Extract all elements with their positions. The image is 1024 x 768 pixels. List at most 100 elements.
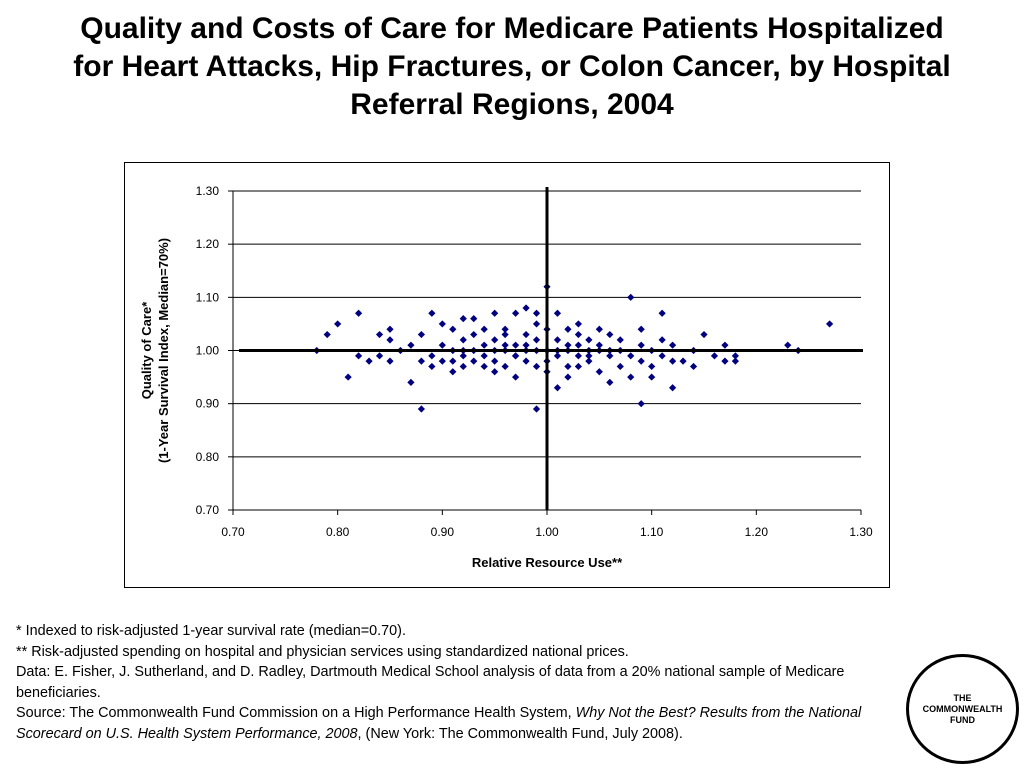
data-point bbox=[501, 330, 509, 339]
data-point bbox=[512, 309, 520, 317]
data-point bbox=[648, 373, 656, 381]
logo-line-3: FUND bbox=[950, 714, 975, 725]
data-point bbox=[553, 309, 562, 317]
source-suffix: , (New York: The Commonwealth Fund, July… bbox=[357, 725, 683, 742]
data-point bbox=[438, 357, 446, 365]
data-point bbox=[669, 357, 677, 365]
commonwealth-fund-logo: THE COMMONWEALTH FUND bbox=[906, 654, 1019, 764]
data-point bbox=[627, 352, 635, 360]
x-tick-label: 0.90 bbox=[431, 525, 455, 539]
data-point bbox=[522, 341, 530, 349]
data-point bbox=[438, 341, 446, 349]
data-point bbox=[438, 320, 446, 328]
y-axis-title-line: Quality of Care* bbox=[139, 301, 154, 399]
x-tick-label: 0.70 bbox=[221, 525, 245, 539]
data-point bbox=[721, 357, 729, 365]
data-point bbox=[480, 352, 488, 360]
data-point bbox=[470, 357, 478, 365]
data-point bbox=[334, 320, 342, 328]
data-point bbox=[470, 315, 478, 323]
data-point bbox=[501, 362, 509, 371]
data-point bbox=[417, 357, 425, 365]
y-tick-label: 0.80 bbox=[196, 450, 220, 464]
data-point bbox=[574, 362, 582, 371]
data-point bbox=[512, 373, 520, 381]
data-point bbox=[784, 341, 792, 349]
data-point bbox=[522, 357, 530, 365]
y-tick-label: 1.20 bbox=[196, 237, 220, 251]
title-line-1: Quality and Costs of Care for Medicare P… bbox=[80, 12, 944, 45]
data-point bbox=[480, 362, 488, 371]
data-point bbox=[606, 330, 614, 339]
data-point bbox=[417, 330, 425, 339]
slide-title: Quality and Costs of Care for Medicare P… bbox=[0, 10, 1024, 124]
data-point bbox=[553, 384, 562, 392]
data-point bbox=[606, 378, 614, 386]
title-line-3: Referral Regions, 2004 bbox=[350, 88, 674, 121]
data-point bbox=[595, 325, 603, 333]
data-point bbox=[344, 373, 352, 381]
data-point bbox=[627, 293, 635, 301]
x-tick-label: 1.00 bbox=[535, 525, 559, 539]
data-point bbox=[669, 341, 677, 349]
data-point bbox=[637, 325, 645, 333]
data-point bbox=[710, 352, 719, 360]
data-point bbox=[449, 368, 457, 376]
data-point bbox=[585, 352, 593, 360]
x-axis-title: Relative Resource Use** bbox=[472, 555, 623, 570]
data-point bbox=[407, 378, 415, 386]
data-point bbox=[459, 336, 467, 344]
x-tick-label: 1.20 bbox=[745, 525, 769, 539]
data-point bbox=[648, 362, 656, 371]
data-point bbox=[585, 336, 593, 344]
data-point bbox=[574, 352, 582, 360]
data-point bbox=[501, 325, 509, 333]
data-point bbox=[459, 315, 467, 323]
y-tick-label: 1.30 bbox=[196, 184, 220, 198]
data-point bbox=[574, 320, 582, 328]
data-point bbox=[480, 325, 488, 333]
data-point bbox=[386, 325, 394, 333]
data-point bbox=[826, 320, 834, 328]
source-prefix: Source: The Commonwealth Fund Commission… bbox=[16, 705, 576, 721]
footnote-data: Data: E. Fisher, J. Sutherland, and D. R… bbox=[16, 664, 845, 701]
data-point bbox=[553, 336, 562, 344]
data-point bbox=[428, 362, 436, 371]
data-point bbox=[532, 405, 541, 413]
data-point bbox=[386, 357, 394, 365]
x-tick-label: 0.80 bbox=[326, 525, 350, 539]
data-point bbox=[532, 320, 541, 328]
data-point bbox=[355, 309, 363, 317]
data-point bbox=[616, 336, 624, 344]
data-point bbox=[532, 336, 541, 344]
data-point bbox=[449, 357, 457, 365]
data-point bbox=[721, 341, 729, 349]
data-point bbox=[595, 368, 603, 376]
data-point bbox=[375, 352, 384, 360]
footnote-spending: ** Risk-adjusted spending on hospital an… bbox=[16, 643, 629, 660]
data-point bbox=[637, 357, 645, 365]
logo-line-1: THE bbox=[953, 692, 972, 703]
footnotes: * Indexed to risk-adjusted 1-year surviv… bbox=[16, 621, 908, 744]
y-axis-title-line: (1-Year Survival Index, Median=70%) bbox=[156, 238, 171, 463]
data-point bbox=[564, 373, 572, 381]
data-point bbox=[512, 341, 520, 349]
data-point bbox=[658, 352, 666, 360]
data-point bbox=[480, 341, 488, 349]
data-point bbox=[407, 341, 415, 349]
data-point bbox=[700, 330, 708, 339]
data-point bbox=[658, 336, 666, 344]
data-point bbox=[428, 309, 436, 317]
data-point bbox=[627, 373, 635, 381]
data-point bbox=[365, 357, 373, 365]
source-title: Why Not the Best? Results from the Natio… bbox=[16, 705, 862, 742]
x-tick-label: 1.30 bbox=[849, 525, 873, 539]
data-point bbox=[386, 336, 394, 344]
data-point bbox=[689, 362, 698, 371]
scatter-chart: 1.30 1.20 1.10 1.00 0.90 0.80 0.700.70 0.80 0.90… bbox=[139, 184, 873, 570]
data-point bbox=[606, 352, 614, 360]
data-point bbox=[616, 362, 624, 371]
data-point bbox=[637, 400, 645, 408]
data-point bbox=[679, 357, 687, 365]
data-point bbox=[491, 309, 499, 317]
